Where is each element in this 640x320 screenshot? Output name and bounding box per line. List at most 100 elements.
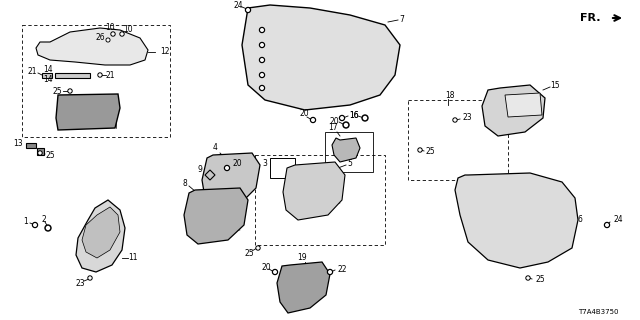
Text: FR.: FR. <box>580 13 600 23</box>
Text: 9: 9 <box>198 165 202 174</box>
Circle shape <box>329 271 332 273</box>
Circle shape <box>107 39 109 41</box>
Text: 11: 11 <box>128 253 138 262</box>
Circle shape <box>257 247 259 249</box>
Circle shape <box>33 222 38 228</box>
Text: 2: 2 <box>42 215 46 225</box>
Circle shape <box>418 148 422 152</box>
Polygon shape <box>76 200 125 272</box>
Text: 4: 4 <box>212 143 218 153</box>
Text: 19: 19 <box>297 253 307 262</box>
Bar <box>22 25 170 137</box>
Circle shape <box>111 32 115 36</box>
Circle shape <box>259 28 264 33</box>
Circle shape <box>260 44 263 46</box>
Circle shape <box>364 116 367 119</box>
Circle shape <box>256 246 260 250</box>
Circle shape <box>89 277 91 279</box>
Circle shape <box>260 74 263 76</box>
Text: 13: 13 <box>13 139 23 148</box>
Circle shape <box>98 73 102 77</box>
Polygon shape <box>55 73 90 78</box>
Text: 22: 22 <box>337 265 347 274</box>
Text: 16: 16 <box>349 110 359 119</box>
Circle shape <box>106 38 110 42</box>
Circle shape <box>112 33 114 35</box>
Polygon shape <box>242 5 400 110</box>
Circle shape <box>226 167 228 169</box>
Circle shape <box>362 115 368 121</box>
Circle shape <box>260 29 263 31</box>
Text: 14: 14 <box>43 75 53 84</box>
Circle shape <box>526 276 530 280</box>
Bar <box>408 100 508 180</box>
Circle shape <box>310 117 316 123</box>
Text: 23: 23 <box>75 278 85 287</box>
Circle shape <box>605 222 609 228</box>
Text: 10: 10 <box>123 26 133 35</box>
Text: 25: 25 <box>45 150 55 159</box>
Text: 24: 24 <box>233 2 243 11</box>
Circle shape <box>260 59 263 61</box>
Polygon shape <box>455 173 578 268</box>
Text: 5: 5 <box>348 158 353 167</box>
Text: 10: 10 <box>105 22 115 31</box>
Circle shape <box>328 269 333 275</box>
Polygon shape <box>56 94 120 130</box>
Text: 23: 23 <box>462 114 472 123</box>
Circle shape <box>99 74 101 76</box>
Polygon shape <box>332 138 360 162</box>
Text: 15: 15 <box>550 81 560 90</box>
Circle shape <box>273 269 278 275</box>
Text: 17: 17 <box>328 124 338 132</box>
Circle shape <box>605 224 608 226</box>
Circle shape <box>38 151 42 155</box>
Circle shape <box>246 7 250 12</box>
Circle shape <box>453 118 457 122</box>
Circle shape <box>121 33 123 35</box>
Text: 21: 21 <box>28 68 36 76</box>
Circle shape <box>344 124 348 126</box>
Circle shape <box>274 271 276 273</box>
Circle shape <box>454 119 456 121</box>
Circle shape <box>340 117 343 119</box>
Circle shape <box>34 224 36 226</box>
Text: 6: 6 <box>577 215 582 225</box>
Polygon shape <box>482 85 545 136</box>
Circle shape <box>312 119 314 121</box>
Circle shape <box>247 9 249 11</box>
Text: 25: 25 <box>52 86 62 95</box>
Circle shape <box>527 277 529 279</box>
Text: 12: 12 <box>160 47 170 57</box>
Text: 25: 25 <box>425 148 435 156</box>
Polygon shape <box>82 207 120 258</box>
Text: 16: 16 <box>349 110 359 119</box>
Text: 26: 26 <box>95 33 105 42</box>
Text: 20: 20 <box>329 116 339 125</box>
Circle shape <box>260 87 263 89</box>
Circle shape <box>47 227 49 229</box>
Circle shape <box>259 58 264 62</box>
Circle shape <box>343 122 349 128</box>
Polygon shape <box>283 162 345 220</box>
Text: 8: 8 <box>182 179 188 188</box>
Polygon shape <box>26 143 36 148</box>
Circle shape <box>339 116 344 121</box>
Text: 3: 3 <box>262 158 268 167</box>
Bar <box>325 132 373 172</box>
Text: 25: 25 <box>244 249 254 258</box>
Polygon shape <box>42 73 52 78</box>
Polygon shape <box>277 262 330 313</box>
Polygon shape <box>184 188 248 244</box>
Circle shape <box>225 165 230 171</box>
Polygon shape <box>505 93 542 117</box>
Circle shape <box>45 225 51 231</box>
Text: 7: 7 <box>399 15 404 25</box>
Polygon shape <box>202 153 260 207</box>
Circle shape <box>39 152 41 154</box>
Text: 1: 1 <box>24 218 28 227</box>
Circle shape <box>419 149 421 151</box>
Circle shape <box>69 90 71 92</box>
Circle shape <box>88 276 92 280</box>
Text: 21: 21 <box>105 70 115 79</box>
